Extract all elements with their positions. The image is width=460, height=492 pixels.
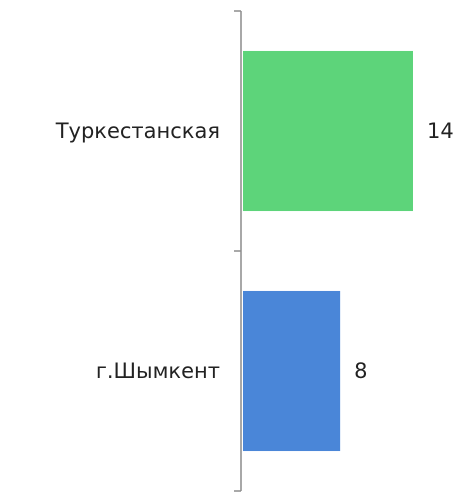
bars-group bbox=[243, 50, 413, 452]
labels-group: Туркестанская 14 г.Шымкент 8 bbox=[55, 119, 454, 383]
bar-1 bbox=[243, 50, 413, 212]
category-label: г.Шымкент bbox=[96, 359, 220, 383]
data-label: 14 bbox=[427, 119, 454, 143]
data-label: 8 bbox=[354, 359, 367, 383]
bar-2 bbox=[243, 290, 341, 452]
axis-group bbox=[234, 10, 242, 492]
category-label: Туркестанская bbox=[55, 119, 220, 143]
